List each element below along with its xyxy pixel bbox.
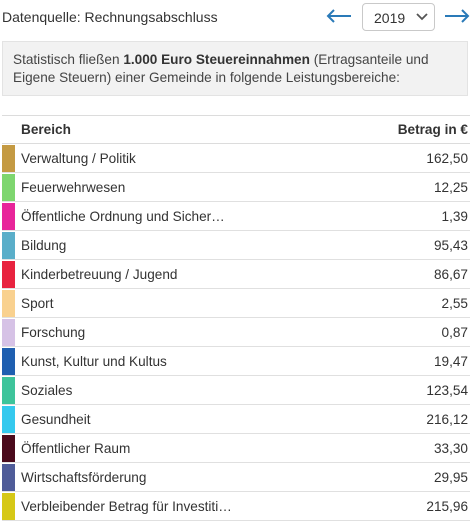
data-source-label: Datenquelle: Rechnungsabschluss <box>2 9 218 25</box>
info-box: Statistisch fließen 1.000 Euro Steuerein… <box>2 41 468 96</box>
color-swatch <box>2 348 15 375</box>
area-amount: 1,39 <box>441 209 468 224</box>
area-name: Wirtschaftsförderung <box>21 470 147 485</box>
area-name: Gesundheit <box>21 412 91 427</box>
arrow-right-icon <box>445 9 470 23</box>
area-name: Öffentlicher Raum <box>21 441 131 456</box>
color-swatch <box>2 493 15 520</box>
color-swatch <box>2 174 15 201</box>
area-name: Bildung <box>21 238 67 253</box>
color-swatch <box>2 145 15 172</box>
color-swatch <box>2 319 15 346</box>
area-name: Kunst, Kultur und Kultus <box>21 354 167 369</box>
table-row: Wirtschaftsförderung 29,95 <box>2 463 470 492</box>
area-amount: 162,50 <box>426 151 468 166</box>
area-name: Forschung <box>21 325 86 340</box>
table-row: Feuerwehrwesen 12,25 <box>2 173 470 202</box>
info-text-before: Statistisch fließen <box>13 52 124 67</box>
color-swatch <box>2 261 15 288</box>
table-row: Sport 2,55 <box>2 289 470 318</box>
area-name: Öffentliche Ordnung und Sicher… <box>21 209 225 224</box>
table-header: Bereich Betrag in € <box>2 115 470 144</box>
next-year-button[interactable] <box>442 3 470 29</box>
area-name: Verbleibender Betrag für Investiti… <box>21 499 232 514</box>
table-row: Gesundheit 216,12 <box>2 405 470 434</box>
table-row: Bildung 95,43 <box>2 231 470 260</box>
area-amount: 216,12 <box>426 412 468 427</box>
column-header-amount: Betrag in € <box>397 122 468 137</box>
info-text-after: (Ertragsanteile und Eigene Steuern) eine… <box>13 52 429 85</box>
table-row: Verbleibender Betrag für Investiti… 215,9… <box>2 492 470 521</box>
color-swatch <box>2 203 15 230</box>
info-text-bold: 1.000 Euro Steuereinnahmen <box>123 52 310 67</box>
area-amount: 33,30 <box>433 441 468 456</box>
table-row: Soziales 123,54 <box>2 376 470 405</box>
arrow-left-icon <box>326 9 351 23</box>
table-row: Öffentliche Ordnung und Sicher… 1,39 <box>2 202 470 231</box>
color-swatch <box>2 290 15 317</box>
year-select-value: 2019 <box>374 10 406 26</box>
year-select[interactable]: 2019 <box>362 3 435 31</box>
area-amount: 86,67 <box>433 267 468 282</box>
area-amount: 19,47 <box>433 354 468 369</box>
table-row: Kunst, Kultur und Kultus 19,47 <box>2 347 470 376</box>
table-row: Forschung 0,87 <box>2 318 470 347</box>
area-name: Soziales <box>21 383 73 398</box>
area-name: Feuerwehrwesen <box>21 180 126 195</box>
table-row: Kinderbetreuung / Jugend 86,67 <box>2 260 470 289</box>
color-swatch <box>2 435 15 462</box>
table-row: Verwaltung / Politik 162,50 <box>2 144 470 173</box>
area-amount: 215,96 <box>426 499 468 514</box>
color-swatch <box>2 232 15 259</box>
column-header-area: Bereich <box>21 122 71 137</box>
prev-year-button[interactable] <box>324 3 354 29</box>
area-amount: 12,25 <box>433 180 468 195</box>
color-swatch <box>2 464 15 491</box>
chevron-down-icon <box>416 12 428 22</box>
allocation-table: Bereich Betrag in € Verwaltung / Politik… <box>2 115 470 521</box>
area-amount: 95,43 <box>433 238 468 253</box>
area-name: Sport <box>21 296 54 311</box>
area-amount: 123,54 <box>426 383 468 398</box>
area-amount: 2,55 <box>441 296 468 311</box>
area-name: Verwaltung / Politik <box>21 151 136 166</box>
area-amount: 29,95 <box>433 470 468 485</box>
table-body: Verwaltung / Politik 162,50 Feuerwehrwesen… <box>2 144 470 521</box>
top-bar: Datenquelle: Rechnungsabschluss 2019 <box>0 0 470 34</box>
table-row: Öffentlicher Raum 33,30 <box>2 434 470 463</box>
color-swatch <box>2 406 15 433</box>
area-name: Kinderbetreuung / Jugend <box>21 267 178 282</box>
color-swatch <box>2 377 15 404</box>
area-amount: 0,87 <box>441 325 468 340</box>
